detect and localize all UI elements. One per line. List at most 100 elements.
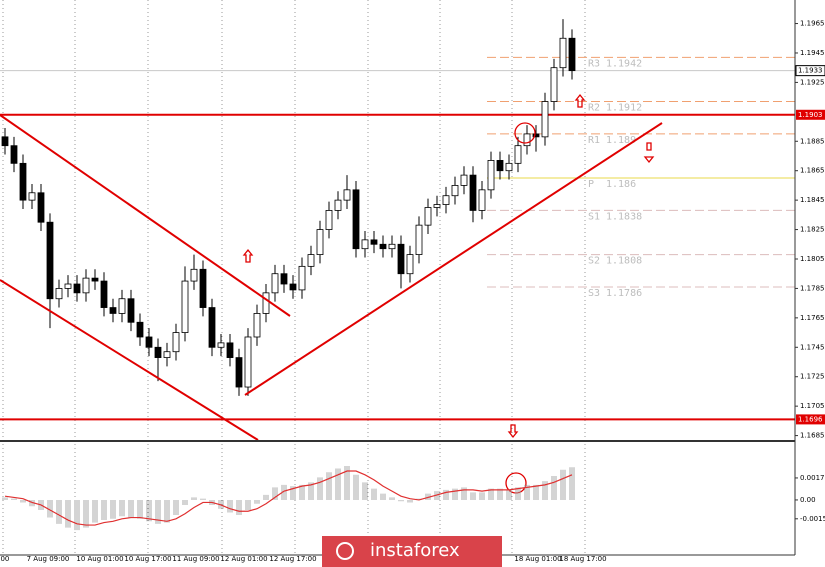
candle-body xyxy=(550,67,558,102)
candle-body xyxy=(127,298,135,323)
candle-body xyxy=(289,283,297,291)
candle-body xyxy=(343,189,351,201)
pivot-name: R2 xyxy=(588,103,600,114)
candle-body xyxy=(100,280,108,308)
candle-body xyxy=(91,277,99,282)
candle-body xyxy=(415,224,423,255)
candle-body xyxy=(118,298,126,314)
candle-body xyxy=(325,210,333,230)
candle-body xyxy=(316,229,324,255)
candle-body xyxy=(505,162,513,172)
candle-body xyxy=(46,221,54,300)
x-tick-label: 18 Aug 01:00 xyxy=(514,555,561,563)
candle-body xyxy=(451,185,459,197)
y-tick-label: 1.1925 xyxy=(800,78,825,86)
y-tick-label: 1.1725 xyxy=(800,373,825,381)
y-tick-label: 1.1885 xyxy=(800,137,825,145)
level-box xyxy=(796,414,825,425)
candle-body xyxy=(424,207,432,226)
candle-body xyxy=(1,136,9,147)
candle-body xyxy=(199,268,207,308)
y-tick-label: 1.1765 xyxy=(800,314,825,322)
pivot-value: 1.1808 xyxy=(606,256,642,267)
candle-body xyxy=(307,254,315,267)
candle-body xyxy=(172,332,180,353)
candle-body xyxy=(514,145,522,164)
candle-body xyxy=(190,268,198,282)
pivot-value: 1.189 xyxy=(606,135,636,146)
x-tick-label: 7 Aug 09:00 xyxy=(27,555,70,563)
y-tick-label: 1.1945 xyxy=(800,49,825,57)
pivot-name: R3 xyxy=(588,58,600,69)
candle-body xyxy=(19,162,27,201)
y-tick-label: 0.00 xyxy=(800,496,816,504)
candle-body xyxy=(163,351,171,358)
candle-body xyxy=(253,313,261,338)
y-tick-label: 0.00175 xyxy=(800,474,825,482)
y-tick-label: 1.1745 xyxy=(800,343,825,351)
pivot-name: P xyxy=(588,179,594,190)
candle-body xyxy=(181,280,189,333)
candle-body xyxy=(388,243,396,250)
y-tick-label: 1.1865 xyxy=(800,167,825,175)
candle-body xyxy=(73,283,81,294)
candle-body xyxy=(262,292,270,314)
level-box xyxy=(796,109,825,120)
candle-body xyxy=(136,321,144,338)
candle-body xyxy=(442,195,450,205)
y-tick-label: 1.1825 xyxy=(800,226,825,234)
candle-body xyxy=(541,101,549,138)
candle-body xyxy=(433,204,441,208)
candle-body xyxy=(559,37,567,69)
pivot-value: 1.1786 xyxy=(606,288,642,299)
candle-body xyxy=(244,336,252,388)
vertical-grid xyxy=(2,0,586,555)
candle-body xyxy=(532,133,540,138)
pivot-value: 1.1942 xyxy=(606,58,642,69)
pivot-name: S3 xyxy=(588,288,600,299)
x-tick-label: 6 Aug 17:00 xyxy=(0,555,9,563)
candle-body xyxy=(235,357,243,388)
signal-line xyxy=(4,470,573,526)
pivot-name: S2 xyxy=(588,256,600,267)
x-tick-label: 11 Aug 09:00 xyxy=(172,555,219,563)
candle-body xyxy=(10,145,18,164)
candle-body xyxy=(523,133,531,147)
x-tick-label: 10 Aug 17:00 xyxy=(124,555,171,563)
x-tick-label: 18 Aug 17:00 xyxy=(559,555,606,563)
candle-body xyxy=(145,336,153,348)
level-label: 1.1903 xyxy=(798,111,823,119)
candle-body xyxy=(361,239,369,250)
candle-body xyxy=(487,160,495,191)
pivot-value: 1.186 xyxy=(606,179,636,190)
y-tick-label: -0.0015 xyxy=(800,515,825,523)
candle-body xyxy=(478,189,486,211)
y-tick-label: 1.1705 xyxy=(800,402,825,410)
candle-body xyxy=(379,243,387,250)
candle-body xyxy=(460,174,468,186)
y-tick-label: 1.1965 xyxy=(800,20,825,28)
pivot-name: S1 xyxy=(588,211,600,222)
y-tick-label: 1.1805 xyxy=(800,255,825,263)
candle-body xyxy=(55,288,63,300)
x-tick-label: 12 Aug 17:00 xyxy=(269,555,316,563)
candle-body xyxy=(397,243,405,275)
candle-body xyxy=(154,346,162,358)
annotations xyxy=(242,93,655,494)
candle-body xyxy=(226,342,234,358)
candle-body xyxy=(280,273,288,285)
candle-body xyxy=(271,273,279,294)
trendlines xyxy=(0,114,663,441)
oscillator-panel: 0.00175 0.00 -0.0015 xyxy=(2,466,825,531)
candle-body xyxy=(109,307,117,314)
y-tick-label: 1.1685 xyxy=(800,432,825,440)
pivot-name: R1 xyxy=(588,135,600,146)
x-tick-label: 10 Aug 01:00 xyxy=(76,555,123,563)
candle-body xyxy=(370,239,378,245)
candle-body xyxy=(406,254,414,275)
candle-body xyxy=(28,192,36,201)
level-label: 1.1696 xyxy=(798,415,823,423)
pivot-value: 1.1838 xyxy=(606,211,642,222)
candle-body xyxy=(298,265,306,291)
